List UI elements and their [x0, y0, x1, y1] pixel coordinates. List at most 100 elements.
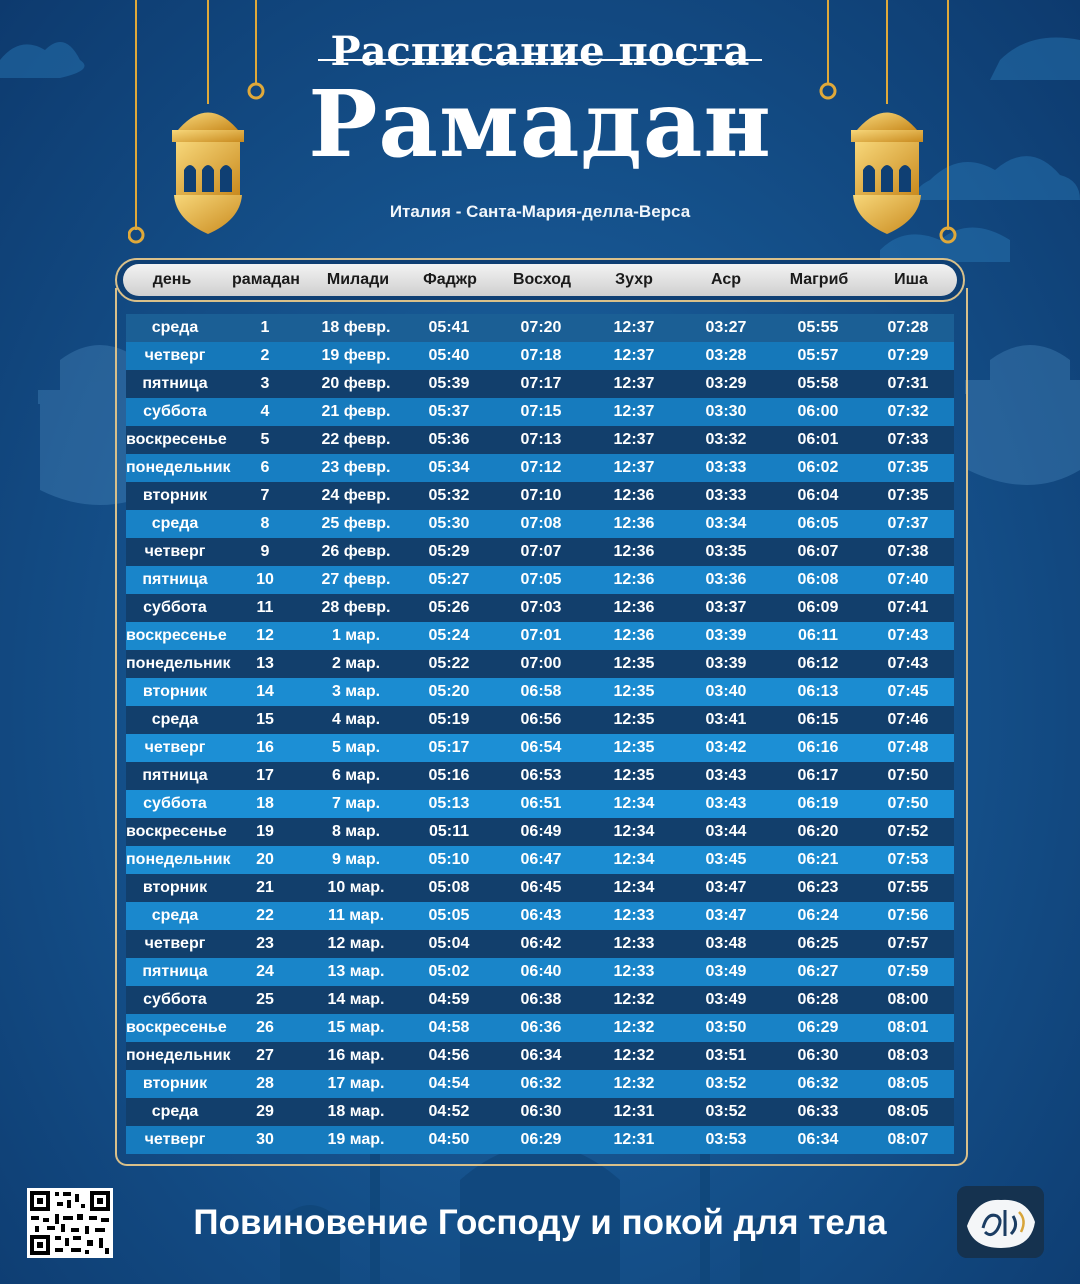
cell-dhuhr-time: 12:34: [613, 823, 655, 840]
table-row: четверг 9 26 февр. 05:29 07:07 12:36 03:35 06:0…: [126, 538, 954, 566]
cell-day: четверг: [144, 347, 206, 364]
cell-isha-time: 07:53: [887, 851, 929, 868]
location-label: Италия - Санта-Мария-делла-Верса: [389, 202, 691, 221]
cell-fajr-time: 04:54: [428, 1075, 470, 1092]
cell-isha-time: 07:40: [887, 571, 929, 588]
cell-dhuhr-time: 12:37: [613, 375, 655, 392]
cell-gregorian-date: 20 февр.: [321, 375, 391, 392]
cell-maghrib-time: 06:21: [797, 851, 839, 868]
cell-ramadan-day: 12: [256, 627, 274, 644]
cell-dhuhr-time: 12:32: [613, 1075, 655, 1092]
cell-dhuhr-time: 12:35: [613, 711, 655, 728]
table-row: понедельник 20 9 мар. 05:10 06:47 12:34 03:45 0…: [126, 846, 954, 874]
cell-gregorian-date: 12 мар.: [327, 935, 385, 952]
cell-maghrib-time: 06:16: [797, 739, 839, 756]
cell-day: вторник: [142, 487, 208, 504]
cell-fajr-time: 05:10: [428, 851, 470, 868]
table-row: среда 15 4 мар. 05:19 06:56 12:35 03:41 06:15 07…: [126, 706, 954, 734]
cell-maghrib-time: 06:33: [797, 1103, 839, 1120]
cell-sunrise-time: 07:20: [520, 319, 562, 336]
table-row: суббота 4 21 февр. 05:37 07:15 12:37 03:30 06:0…: [126, 398, 954, 426]
table-row: вторник 14 3 мар. 05:20 06:58 12:35 03:40 06:13…: [126, 678, 954, 706]
table-row: суббота 11 28 февр. 05:26 07:03 12:36 03:37 06:…: [126, 594, 954, 622]
cell-day: пятница: [142, 767, 208, 784]
cell-gregorian-date: 22 февр.: [321, 431, 391, 448]
cell-asr-time: 03:44: [705, 823, 747, 840]
cell-sunrise-time: 06:51: [520, 795, 562, 812]
cell-gregorian-date: 3 мар.: [331, 683, 381, 700]
cell-fajr-time: 05:30: [428, 515, 470, 532]
cell-fajr-time: 05:19: [428, 711, 470, 728]
cell-ramadan-day: 11: [256, 599, 274, 616]
cell-isha-time: 07:41: [887, 599, 929, 616]
table-row: среда 1 18 февр. 05:41 07:20 12:37 03:27 05:55 0…: [126, 314, 954, 342]
cell-maghrib-time: 06:13: [797, 683, 839, 700]
cell-dhuhr-time: 12:35: [613, 655, 655, 672]
cell-sunrise-time: 07:01: [520, 627, 562, 644]
cell-day: пятница: [142, 571, 208, 588]
cell-fajr-time: 05:02: [428, 963, 470, 980]
cell-fajr-time: 04:50: [428, 1131, 470, 1148]
cell-gregorian-date: 15 мар.: [327, 1019, 385, 1036]
cell-gregorian-date: 21 февр.: [321, 403, 391, 420]
cell-sunrise-time: 06:30: [520, 1103, 562, 1120]
cell-dhuhr-time: 12:34: [613, 795, 655, 812]
table-row: четверг 16 5 мар. 05:17 06:54 12:35 03:42 06:16…: [126, 734, 954, 762]
cell-fajr-time: 05:27: [428, 571, 470, 588]
cell-asr-time: 03:41: [705, 711, 747, 728]
cell-asr-time: 03:49: [705, 991, 747, 1008]
page-title: Рамадан: [308, 70, 772, 178]
cell-asr-time: 03:51: [705, 1047, 747, 1064]
cell-day: вторник: [142, 683, 208, 700]
cell-asr-time: 03:40: [705, 683, 747, 700]
cell-sunrise-time: 07:00: [520, 655, 562, 672]
cell-ramadan-day: 25: [256, 991, 274, 1008]
cell-day: пятница: [142, 963, 208, 980]
cell-maghrib-time: 06:09: [797, 599, 839, 616]
cell-isha-time: 08:05: [887, 1075, 929, 1092]
column-header-dhuhr: Зухр: [615, 271, 653, 288]
cell-ramadan-day: 27: [256, 1047, 274, 1064]
cell-sunrise-time: 06:58: [520, 683, 562, 700]
cell-sunrise-time: 06:49: [520, 823, 562, 840]
cell-day: воскресенье: [126, 1019, 227, 1036]
table-row: воскресенье 26 15 мар. 04:58 06:36 12:32 03:50…: [126, 1014, 954, 1042]
cell-day: понедельник: [126, 1047, 231, 1064]
cell-isha-time: 08:01: [887, 1019, 929, 1036]
cell-asr-time: 03:53: [705, 1131, 747, 1148]
lantern-icon: [128, 0, 265, 244]
cell-maghrib-time: 06:08: [797, 571, 839, 588]
cell-gregorian-date: 5 мар.: [331, 739, 381, 756]
cell-sunrise-time: 06:45: [520, 879, 562, 896]
cell-asr-time: 03:36: [705, 571, 747, 588]
cell-dhuhr-time: 12:36: [613, 515, 655, 532]
cell-ramadan-day: 9: [260, 543, 270, 560]
cell-ramadan-day: 6: [260, 459, 270, 476]
cell-ramadan-day: 22: [256, 907, 274, 924]
cell-dhuhr-time: 12:37: [613, 459, 655, 476]
table-row: понедельник 27 16 мар. 04:56 06:34 12:32 03:51…: [126, 1042, 954, 1070]
cell-fajr-time: 05:08: [428, 879, 470, 896]
cell-dhuhr-time: 12:36: [613, 571, 655, 588]
cell-dhuhr-time: 12:33: [613, 907, 655, 924]
cell-asr-time: 03:39: [705, 627, 747, 644]
cell-maghrib-time: 06:25: [797, 935, 839, 952]
cell-maghrib-time: 06:23: [797, 879, 839, 896]
cell-fajr-time: 05:16: [428, 767, 470, 784]
cell-sunrise-time: 06:56: [520, 711, 562, 728]
cell-isha-time: 07:43: [887, 627, 929, 644]
cell-isha-time: 08:03: [887, 1047, 929, 1064]
cell-dhuhr-time: 12:37: [613, 347, 655, 364]
cell-gregorian-date: 9 мар.: [331, 851, 381, 868]
cell-isha-time: 07:29: [887, 347, 929, 364]
cell-isha-time: 07:56: [887, 907, 929, 924]
cell-asr-time: 03:34: [705, 515, 747, 532]
cell-dhuhr-time: 12:33: [613, 935, 655, 952]
table-row: воскресенье 5 22 февр. 05:36 07:13 12:37 03:32…: [126, 426, 954, 454]
cell-gregorian-date: 27 февр.: [321, 571, 391, 588]
cell-sunrise-time: 06:32: [520, 1075, 562, 1092]
cell-dhuhr-time: 12:33: [613, 963, 655, 980]
table-row: вторник 21 10 мар. 05:08 06:45 12:34 03:47 06:2…: [126, 874, 954, 902]
column-header-asr: Аср: [710, 271, 741, 288]
cell-sunrise-time: 07:08: [520, 515, 562, 532]
